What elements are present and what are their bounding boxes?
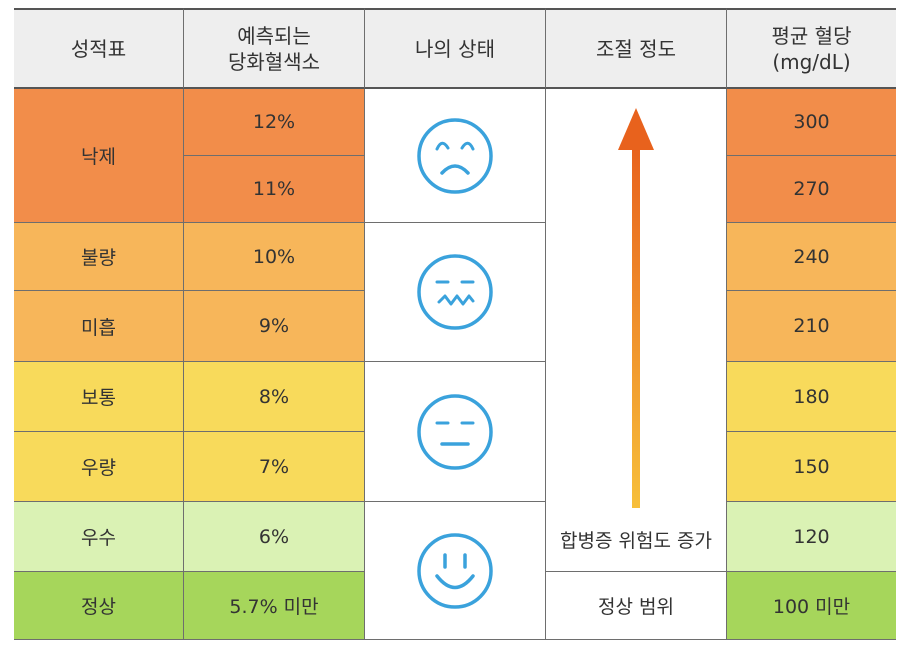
header-grade-text: 성적표 [70,36,127,61]
state-cell-happy [365,502,546,640]
header-glucose: 평균 혈당 (mg/dL) [727,8,896,89]
glucose-cell: 120 [727,502,896,572]
glucose-cell: 150 [727,432,896,502]
header-glucose-line2: (mg/dL) [772,49,851,74]
header-glucose-line1: 평균 혈당 [771,23,852,48]
header-a1c-line1: 예측되는 [237,23,311,48]
control-normal-range: 정상 범위 [546,572,727,640]
header-control-text: 조절 정도 [596,36,676,61]
a1c-cell: 11% [184,156,365,223]
a1c-cell: 7% [184,432,365,502]
a1c-cell: 5.7% 미만 [184,572,365,640]
header-grade: 성적표 [14,8,184,89]
a1c-cell: 12% [184,89,365,156]
state-cell-sad [365,89,546,223]
risk-increase-label: 합병증 위험도 증가 [560,530,712,552]
grade-insufficient: 미흡 [14,291,184,362]
header-state: 나의 상태 [365,8,546,89]
sad-face-icon [417,117,493,194]
neutral-face-icon [417,393,493,470]
state-cell-neutral [365,362,546,502]
grade-fail: 낙제 [14,89,184,223]
control-risk-cell: 합병증 위험도 증가 [546,89,727,572]
grade-average: 보통 [14,362,184,432]
glucose-cell: 100 미만 [727,572,896,640]
header-control: 조절 정도 [546,8,727,89]
header-state-text: 나의 상태 [415,36,495,61]
grade-normal: 정상 [14,572,184,640]
a1c-cell: 10% [184,223,365,291]
glucose-cell: 210 [727,291,896,362]
smiley-face-icon [417,532,493,609]
glucose-cell: 300 [727,89,896,156]
glucose-cell: 240 [727,223,896,291]
grade-excellent: 우수 [14,502,184,572]
glucose-cell: 180 [727,362,896,432]
a1c-cell: 6% [184,502,365,572]
a1c-cell: 8% [184,362,365,432]
risk-increase-arrow-icon [618,108,654,508]
wavy-mouth-face-icon [417,254,493,330]
grade-poor: 불량 [14,223,184,291]
state-cell-uneasy [365,223,546,362]
a1c-cell: 9% [184,291,365,362]
header-a1c-line2: 당화혈색소 [228,49,320,74]
glucose-cell: 270 [727,156,896,223]
header-a1c: 예측되는 당화혈색소 [184,8,365,89]
a1c-grade-table: 성적표 예측되는 당화혈색소 나의 상태 조절 정도 평균 혈당 (mg/dL)… [14,8,896,640]
grade-good: 우량 [14,432,184,502]
